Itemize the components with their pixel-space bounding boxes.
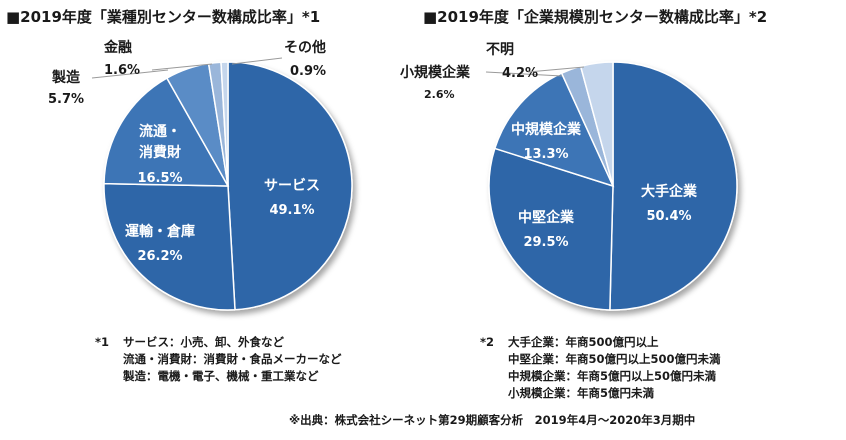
leader-line — [91, 69, 169, 79]
slice-label: 流通・ — [139, 123, 181, 140]
footnote-line: 中規模企業：年商5億円以上50億円未満 — [508, 369, 717, 383]
source-citation: ※出典：株式会社シーネット第29期顧客分析 2019年4月～2020年3月期中 — [289, 413, 696, 427]
slice-value-label: 49.1% — [269, 203, 314, 218]
chart-title-company-size: ■2019年度「企業規模別センター数構成比率」*2 — [423, 8, 768, 26]
pie-slice — [488, 147, 614, 311]
footnote-line: 製造：電機・電子、機械・重工業など — [123, 369, 319, 383]
slice-label: 金融 — [103, 39, 132, 56]
slice-label: 不明 — [486, 42, 514, 58]
pie-slice — [103, 77, 230, 187]
pie-chart-industry: サービス 49.1% 運輸・倉庫 26.2% 流通・消費財 16.5% 製造 5.7% 金融 1.… — [48, 39, 353, 311]
leader-line — [485, 71, 563, 77]
slice-value-label: 50.4% — [646, 209, 691, 224]
slice-label: 中堅企業 — [518, 209, 575, 226]
slice-label: 中規模企業 — [511, 121, 582, 138]
leader-line — [151, 63, 213, 71]
slice-label: サービス — [264, 178, 320, 194]
footnote-line: 大手企業：年商500億円以上 — [508, 335, 659, 349]
slice-label: 製造 — [51, 69, 80, 86]
chart-title-industry: ■2019年度「業種別センター数構成比率」*1 — [6, 8, 321, 26]
pie-slice — [227, 61, 353, 311]
slice-label: 消費財 — [139, 144, 181, 161]
slice-value-label: 4.2% — [502, 66, 538, 81]
slice-value-label: 13.3% — [523, 147, 568, 162]
slice-label: 小規模企業 — [400, 64, 471, 81]
footnote-mark: *1 — [95, 335, 110, 349]
footnote-line: 中堅企業：年商50億円以上500億円未満 — [508, 352, 721, 366]
pie-slice — [103, 182, 236, 311]
slice-label: 運輸・倉庫 — [125, 223, 195, 240]
slice-value-label: 1.6% — [104, 63, 140, 78]
footnote-line: 小規模企業：年商5億円未満 — [508, 386, 655, 400]
slice-label: その他 — [284, 39, 326, 56]
leader-line — [527, 66, 585, 73]
pie-slice — [609, 61, 738, 311]
footnote-mark: *2 — [480, 335, 495, 349]
pie-slice — [579, 61, 614, 187]
pie-body — [488, 61, 738, 311]
footnote-line: 流通・消費財：消費財・食品メーカーなど — [123, 352, 342, 366]
slice-value-label: 2.6% — [424, 88, 455, 101]
pie-chart-company-size: 大手企業 50.4% 中堅企業 29.5% 中規模企業 13.3% 小規模企業 2.6% 不明 4… — [400, 42, 738, 311]
slice-value-label: 16.5% — [137, 171, 182, 186]
slice-label: 大手企業 — [641, 183, 698, 200]
slice-value-label: 26.2% — [137, 249, 182, 264]
slice-value-label: 29.5% — [523, 235, 568, 250]
pie-slice — [220, 61, 229, 187]
leader-line — [231, 57, 283, 65]
footnote-line: サービス：小売、卸、外食など — [123, 335, 284, 349]
slice-value-label: 5.7% — [48, 92, 84, 107]
pie-body — [103, 61, 353, 311]
slice-value-label: 0.9% — [290, 64, 326, 79]
